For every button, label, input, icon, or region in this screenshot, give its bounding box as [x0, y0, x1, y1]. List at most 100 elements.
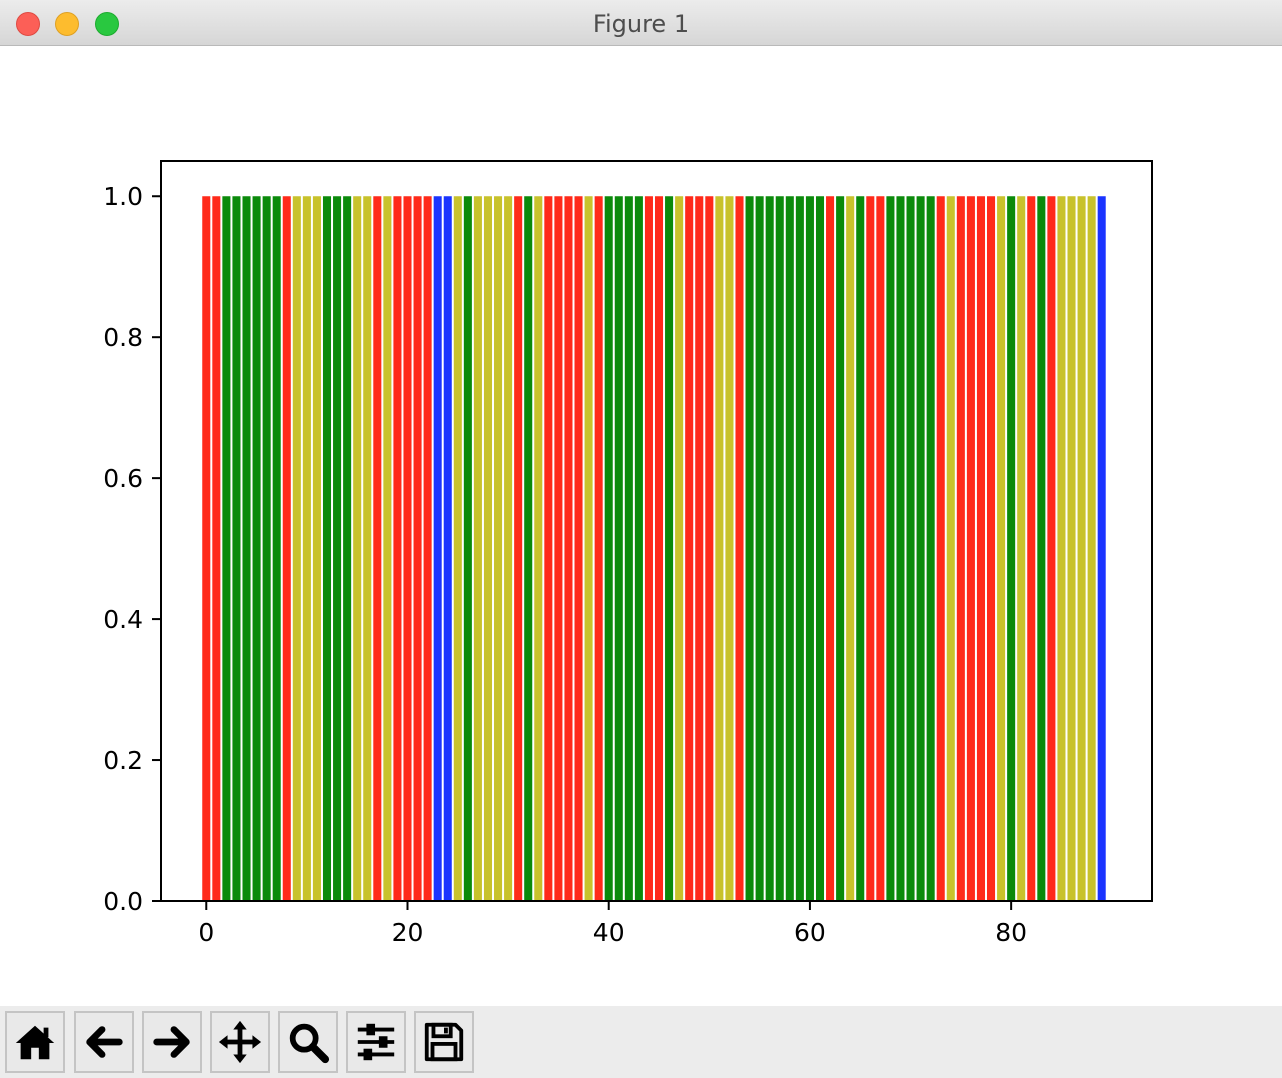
- bar: [624, 196, 633, 902]
- back-button[interactable]: [74, 1011, 134, 1073]
- bar: [916, 196, 925, 902]
- bar: [1087, 196, 1096, 902]
- bar: [302, 196, 311, 902]
- bar: [252, 196, 261, 902]
- x-tick-label: 20: [392, 918, 424, 947]
- search-icon: [289, 1023, 330, 1064]
- navigation-toolbar: [0, 1006, 1282, 1078]
- bar: [644, 196, 653, 902]
- move-icon: [218, 1020, 262, 1064]
- bar: [383, 196, 392, 902]
- forward-button[interactable]: [142, 1011, 202, 1073]
- bar: [715, 196, 724, 902]
- bar: [1027, 196, 1036, 902]
- bar: [272, 196, 281, 902]
- zoom-button[interactable]: [278, 1011, 338, 1073]
- bar: [1047, 196, 1056, 902]
- bar: [353, 196, 362, 902]
- axes-frame: [160, 160, 1153, 902]
- y-axis: 0.0 0.2 0.4 0.6 0.8 1.0: [103, 182, 161, 916]
- close-window-button[interactable]: [16, 12, 40, 36]
- bar: [755, 196, 764, 902]
- y-tick-label: 0.6: [103, 464, 143, 493]
- bar: [222, 196, 231, 902]
- bar: [262, 196, 271, 902]
- arrow-right-icon: [153, 1026, 190, 1058]
- bar: [1037, 196, 1046, 902]
- bar: [705, 196, 714, 902]
- bar: [695, 196, 704, 902]
- bar: [373, 196, 382, 902]
- bar: [403, 196, 412, 902]
- y-tick-label: 0.2: [103, 746, 143, 775]
- bar: [846, 196, 855, 902]
- bar: [594, 196, 603, 902]
- title-bar: Figure 1: [0, 0, 1282, 46]
- bar: [1077, 196, 1086, 902]
- bar: [896, 196, 905, 902]
- bar: [775, 196, 784, 902]
- bar: [504, 196, 513, 902]
- bar: [554, 196, 563, 902]
- bar: [312, 196, 321, 902]
- home-button[interactable]: [5, 1011, 65, 1073]
- bar: [826, 196, 835, 902]
- bar: [242, 196, 251, 902]
- bar: [987, 196, 996, 902]
- minimize-window-button[interactable]: [55, 12, 79, 36]
- pan-button[interactable]: [210, 1011, 270, 1073]
- bars-group: [202, 196, 1106, 902]
- bar: [856, 196, 865, 902]
- bar: [997, 196, 1006, 902]
- bar: [534, 196, 543, 902]
- bar: [795, 196, 804, 902]
- save-button[interactable]: [414, 1011, 474, 1073]
- zoom-window-button[interactable]: [95, 12, 119, 36]
- bar: [524, 196, 533, 902]
- y-tick-label: 0.0: [103, 887, 143, 916]
- x-tick-label: 0: [198, 918, 214, 947]
- bar: [815, 196, 825, 902]
- x-tick-label: 80: [995, 918, 1027, 947]
- bar: [614, 196, 623, 902]
- bar: [765, 196, 774, 902]
- bar: [433, 196, 442, 902]
- bar: [836, 196, 845, 902]
- bar: [926, 196, 935, 902]
- bar: [936, 196, 945, 902]
- bar: [292, 196, 301, 902]
- bar: [584, 196, 593, 902]
- bar: [665, 196, 674, 902]
- bar: [976, 196, 985, 902]
- bar: [453, 196, 462, 902]
- bar: [634, 196, 643, 902]
- bar: [675, 196, 684, 902]
- bar: [886, 196, 895, 902]
- bar: [866, 196, 875, 902]
- bar: [232, 196, 241, 902]
- x-tick-label: 40: [593, 918, 625, 947]
- bar: [363, 196, 372, 902]
- bar: [574, 196, 583, 902]
- arrow-left-icon: [86, 1026, 123, 1058]
- bar: [463, 196, 472, 902]
- sliders-icon: [357, 1023, 395, 1061]
- x-tick-label: 60: [794, 918, 826, 947]
- bar: [735, 196, 744, 902]
- bar: [654, 196, 664, 902]
- bar: [966, 196, 975, 902]
- x-axis: 0 20 40 60 80: [198, 901, 1027, 947]
- bar: [745, 196, 754, 902]
- y-tick-label: 0.8: [103, 323, 143, 352]
- bar: [956, 196, 965, 902]
- y-tick-label: 0.4: [103, 605, 143, 634]
- bar: [876, 196, 885, 902]
- bar: [333, 196, 342, 902]
- bar: [202, 196, 211, 902]
- configure-subplots-button[interactable]: [346, 1011, 406, 1073]
- bar: [212, 196, 221, 902]
- bar: [473, 196, 482, 902]
- bar: [604, 196, 613, 902]
- bar: [1057, 196, 1066, 902]
